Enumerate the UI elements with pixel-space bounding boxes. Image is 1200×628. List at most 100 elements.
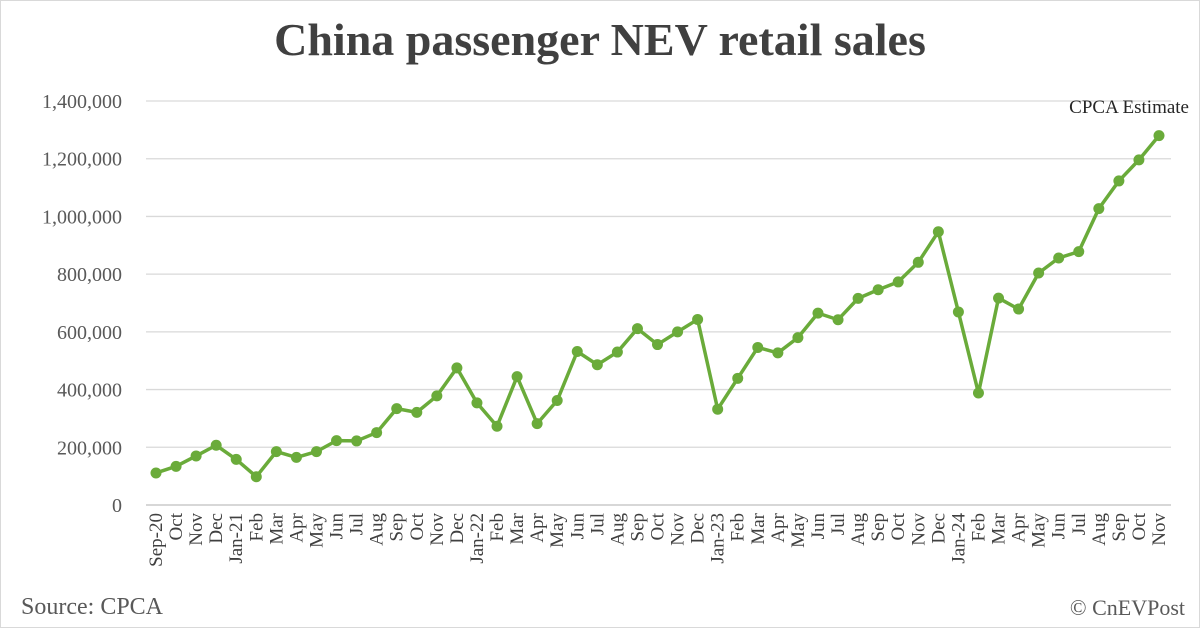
data-point bbox=[672, 326, 684, 338]
data-point bbox=[591, 359, 603, 371]
x-tick-label: Nov bbox=[668, 513, 689, 546]
x-tick-label: Feb bbox=[246, 513, 267, 542]
x-tick-label: Oct bbox=[1129, 512, 1150, 540]
x-tick-label: Sep bbox=[387, 513, 408, 542]
x-tick-label: Nov bbox=[427, 513, 448, 546]
data-point bbox=[551, 395, 563, 407]
data-point bbox=[812, 307, 824, 319]
data-point bbox=[351, 435, 363, 447]
x-tick-label: Jun bbox=[327, 513, 348, 540]
data-point bbox=[912, 256, 924, 268]
x-tick-label: Sep bbox=[868, 513, 889, 542]
data-point bbox=[331, 435, 343, 447]
x-tick-label: Oct bbox=[407, 512, 428, 540]
x-tick-label: Feb bbox=[728, 513, 749, 542]
y-tick-label: 0 bbox=[112, 495, 122, 517]
data-point bbox=[772, 347, 784, 359]
x-tick-label: Aug bbox=[367, 513, 388, 546]
data-point bbox=[290, 451, 302, 463]
data-point bbox=[1033, 267, 1045, 279]
x-tick-label: Nov bbox=[186, 513, 207, 546]
data-point bbox=[712, 403, 724, 415]
x-tick-label: Oct bbox=[166, 512, 187, 540]
x-tick-label: Apr bbox=[286, 512, 307, 542]
data-point bbox=[952, 306, 964, 318]
y-tick-label: 1,000,000 bbox=[42, 206, 122, 228]
x-tick-label: Jul bbox=[1069, 513, 1090, 535]
data-point bbox=[631, 323, 643, 335]
data-point bbox=[892, 276, 904, 288]
x-tick-label: Jun bbox=[567, 513, 588, 540]
data-point bbox=[1133, 154, 1145, 166]
data-point bbox=[932, 226, 944, 238]
x-tick-label: May bbox=[306, 513, 327, 548]
copyright-note: © CnEVPost bbox=[1069, 595, 1185, 620]
annotation-cpca-estimate: CPCA Estimate bbox=[1069, 97, 1189, 118]
data-point bbox=[531, 418, 543, 430]
x-tick-label: Apr bbox=[1009, 512, 1030, 542]
data-point bbox=[1053, 252, 1065, 264]
x-tick-label: Jan-21 bbox=[226, 513, 247, 564]
x-tick-label: Nov bbox=[908, 513, 929, 546]
x-tick-label: Mar bbox=[989, 512, 1010, 544]
data-point bbox=[230, 453, 242, 465]
data-point bbox=[993, 292, 1005, 304]
data-point bbox=[832, 314, 844, 326]
data-point bbox=[511, 371, 523, 383]
y-tick-label: 200,000 bbox=[57, 437, 122, 459]
source-note: Source: CPCA bbox=[21, 594, 164, 620]
data-point bbox=[692, 313, 704, 325]
data-point bbox=[391, 403, 403, 415]
data-point bbox=[491, 420, 503, 432]
x-tick-label: Sep-20 bbox=[146, 513, 167, 567]
x-tick-label: Apr bbox=[527, 512, 548, 542]
data-point bbox=[752, 341, 764, 353]
x-tick-label: Dec bbox=[688, 513, 709, 544]
data-point bbox=[190, 450, 202, 462]
y-tick-label: 800,000 bbox=[57, 264, 122, 286]
x-tick-label: Feb bbox=[968, 513, 989, 542]
chart-title: China passenger NEV retail sales bbox=[274, 14, 926, 65]
data-point bbox=[270, 446, 282, 458]
x-tick-label: Jan-24 bbox=[948, 513, 969, 564]
data-point bbox=[170, 460, 182, 472]
data-point bbox=[1073, 246, 1085, 258]
data-point bbox=[852, 292, 864, 304]
data-point bbox=[652, 339, 663, 351]
x-tick-label: May bbox=[547, 513, 568, 548]
x-tick-label: Aug bbox=[607, 513, 628, 546]
x-tick-label: Nov bbox=[1149, 513, 1170, 546]
data-point bbox=[1113, 175, 1125, 187]
data-point bbox=[471, 397, 483, 409]
data-point bbox=[571, 345, 583, 357]
x-tick-label: Mar bbox=[748, 512, 769, 544]
y-tick-label: 400,000 bbox=[57, 380, 122, 402]
x-tick-label: Aug bbox=[848, 513, 869, 546]
data-point bbox=[431, 390, 443, 402]
x-tick-label: Jan-23 bbox=[708, 513, 729, 564]
data-point bbox=[1093, 203, 1105, 215]
data-point bbox=[611, 346, 623, 358]
x-tick-label: Feb bbox=[487, 513, 508, 542]
x-tick-label: Jul bbox=[347, 513, 368, 535]
x-tick-label: Jun bbox=[1049, 513, 1070, 540]
y-tick-label: 1,400,000 bbox=[42, 91, 122, 113]
x-tick-label: Dec bbox=[928, 513, 949, 544]
x-tick-label: Mar bbox=[266, 512, 287, 544]
x-tick-label: Jul bbox=[587, 513, 608, 535]
x-tick-label: Sep bbox=[1109, 513, 1130, 542]
y-tick-label: 600,000 bbox=[57, 322, 122, 344]
x-tick-label: Apr bbox=[768, 512, 789, 542]
x-tick-label: May bbox=[788, 513, 809, 548]
x-tick-label: Aug bbox=[1089, 513, 1110, 546]
y-tick-label: 1,200,000 bbox=[42, 149, 122, 171]
data-point bbox=[310, 446, 322, 458]
data-point bbox=[210, 439, 222, 451]
data-point bbox=[792, 332, 804, 344]
x-tick-label: Oct bbox=[648, 512, 669, 540]
data-point bbox=[1153, 130, 1165, 142]
series-line bbox=[155, 134, 1161, 479]
data-point bbox=[250, 471, 262, 483]
x-tick-label: Jul bbox=[828, 513, 849, 535]
